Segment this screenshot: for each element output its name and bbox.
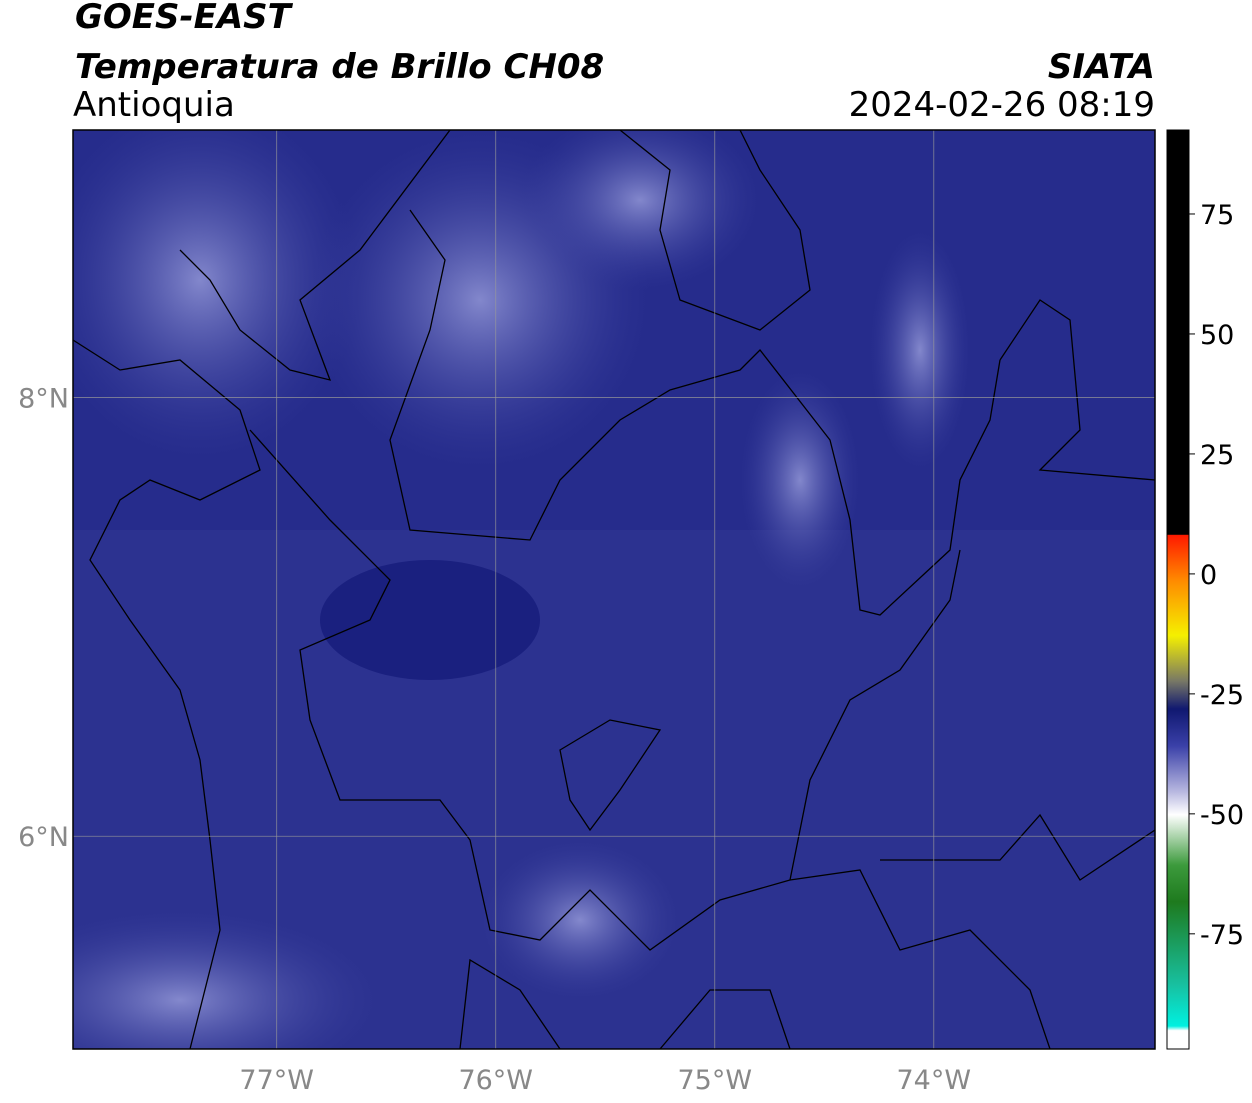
lon-tick-label: 75°W (677, 1065, 752, 1096)
colorbar-tick-label: -25 (1200, 680, 1244, 711)
lon-tick-label: 77°W (239, 1065, 314, 1096)
lon-tick-label: 74°W (897, 1065, 972, 1096)
datetime-label: 2024-02-26 08:19 (849, 85, 1155, 125)
cold-area (320, 560, 540, 680)
source-title: GOES-EAST (75, 0, 294, 37)
product-title: Temperatura de Brillo CH08 (75, 47, 604, 87)
colorbar (1166, 129, 1190, 1050)
map-area (73, 130, 1155, 1049)
region-label: Antioquia (73, 85, 235, 125)
boundary (880, 813, 1155, 881)
agency-label: SIATA (1048, 47, 1155, 87)
boundary (389, 209, 1001, 616)
cloud (740, 370, 860, 590)
cloud (73, 910, 380, 1049)
cloud (870, 230, 970, 470)
lat-tick-label: 6°N (18, 822, 69, 853)
boundary (619, 130, 811, 331)
cloud (73, 130, 360, 460)
lat-tick-label: 8°N (18, 384, 69, 415)
boundary (249, 429, 961, 951)
boundary (459, 958, 561, 1049)
cloud (520, 130, 760, 290)
boundary (789, 869, 1051, 1049)
colorbar-tick-label: -75 (1200, 920, 1244, 951)
boundary (999, 299, 1155, 481)
lon-tick-label: 76°W (458, 1065, 533, 1096)
colorbar-tick-label: 75 (1200, 200, 1234, 231)
boundary (559, 719, 662, 832)
map-frame (72, 129, 1156, 1050)
boundaries (73, 130, 1155, 1049)
colorbar-tick-label: 50 (1200, 320, 1234, 351)
cloud (480, 840, 680, 1000)
colorbar-tick-label: 25 (1200, 440, 1234, 471)
boundary (659, 989, 791, 1049)
colorbar-tick-label: 0 (1200, 560, 1217, 591)
coastline (73, 339, 261, 1049)
coastline (179, 130, 451, 381)
grid (73, 130, 1155, 1049)
colorbar-tick-label: -50 (1200, 800, 1244, 831)
